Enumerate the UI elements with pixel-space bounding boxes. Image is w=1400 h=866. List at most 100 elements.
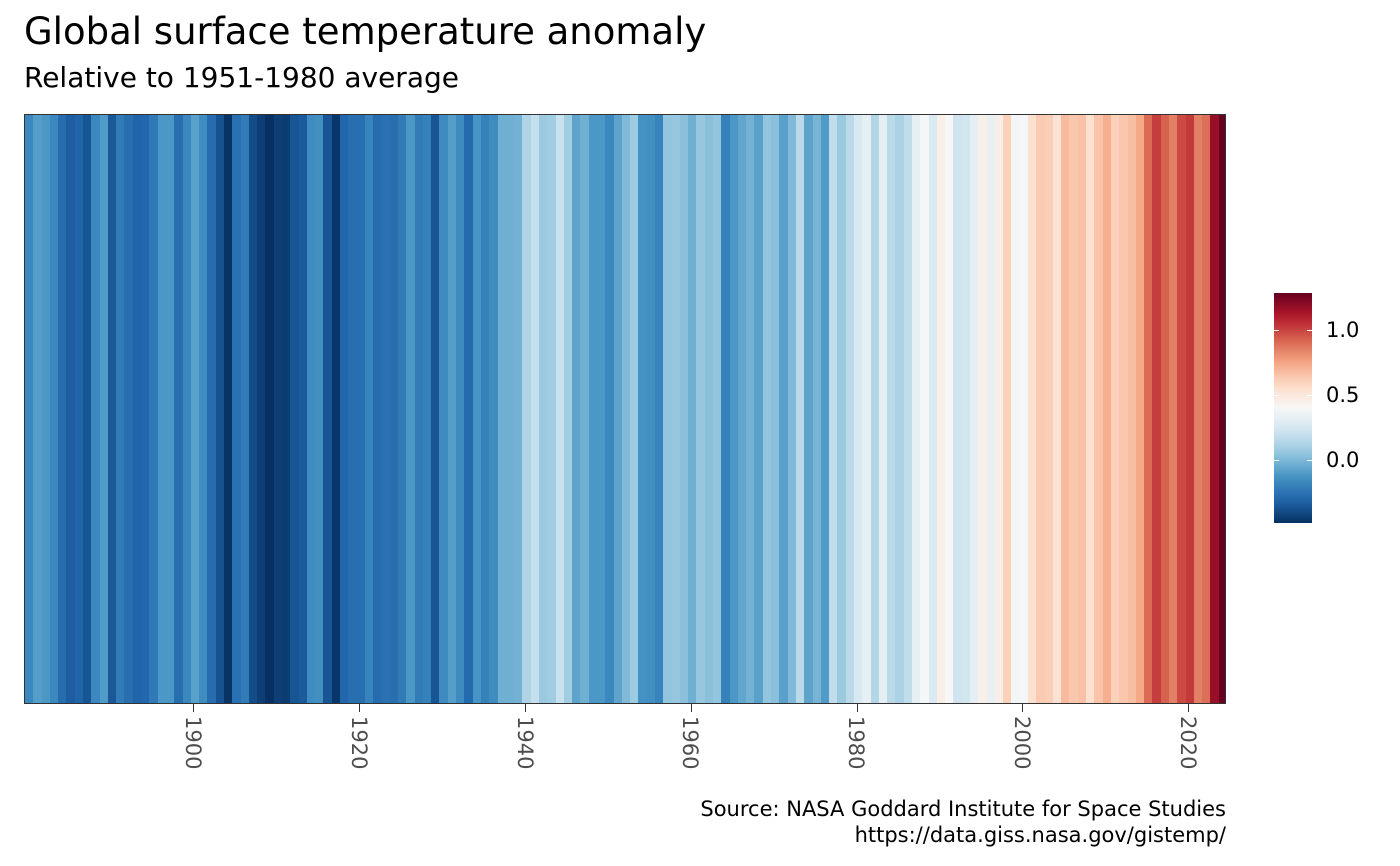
stripe-1981: [862, 115, 872, 703]
stripe-2019: [1177, 115, 1187, 703]
x-tick-label-2000: 2000: [1009, 716, 1034, 770]
stripe-1928: [422, 115, 432, 703]
stripe-2010: [1102, 115, 1112, 703]
stripe-1987: [911, 115, 921, 703]
stripe-1885: [66, 115, 76, 703]
stripe-1948: [588, 115, 598, 703]
stripe-1985: [895, 115, 905, 703]
stripe-1947: [580, 115, 590, 703]
stripe-1929: [431, 115, 441, 703]
stripe-1966: [737, 115, 747, 703]
stripe-1924: [389, 115, 399, 703]
stripe-2006: [1069, 115, 1079, 703]
stripe-1986: [903, 115, 913, 703]
x-tick-label-1980: 1980: [844, 716, 869, 770]
stripe-1918: [340, 115, 349, 703]
stripe-1989: [928, 115, 938, 703]
stripe-1954: [638, 115, 648, 703]
stripe-1900: [190, 115, 200, 703]
stripe-1957: [663, 115, 673, 703]
stripe-1958: [671, 115, 681, 703]
stripe-1894: [141, 115, 150, 703]
stripe-1914: [306, 115, 316, 703]
stripe-2004: [1052, 115, 1062, 703]
stripe-1983: [878, 115, 888, 703]
stripe-1909: [265, 115, 275, 703]
stripe-1892: [124, 115, 134, 703]
stripe-2009: [1094, 115, 1104, 703]
stripe-1946: [572, 115, 581, 703]
stripe-1977: [829, 115, 838, 703]
stripe-1904: [223, 115, 233, 703]
stripe-1997: [994, 115, 1004, 703]
x-tick-label-1920: 1920: [346, 716, 371, 770]
stripe-1893: [132, 115, 142, 703]
stripe-1903: [215, 115, 225, 703]
legend-tick-mark-r: [1307, 394, 1312, 396]
stripe-1938: [505, 115, 515, 703]
x-tick-label-1940: 1940: [512, 716, 537, 770]
stripe-1965: [729, 115, 739, 703]
stripe-1888: [91, 115, 101, 703]
stripe-1936: [489, 115, 499, 703]
stripe-1911: [281, 115, 291, 703]
stripe-1995: [978, 115, 988, 703]
stripes-plot-panel: [24, 114, 1226, 704]
x-tick-1960: [690, 704, 692, 712]
stripe-1978: [837, 115, 847, 703]
stripe-1993: [961, 115, 971, 703]
stripe-1996: [986, 115, 996, 703]
stripe-1883: [49, 115, 59, 703]
stripe-1967: [746, 115, 756, 703]
x-tick-1900: [193, 704, 195, 712]
stripe-1953: [630, 115, 640, 703]
x-tick-1980: [856, 704, 858, 712]
stripe-1882: [41, 115, 51, 703]
stripe-1919: [348, 115, 358, 703]
stripe-1982: [870, 115, 880, 703]
stripe-1971: [779, 115, 789, 703]
stripe-1886: [74, 115, 84, 703]
stripe-1955: [646, 115, 656, 703]
stripe-1934: [472, 115, 482, 703]
stripe-1998: [1003, 115, 1013, 703]
stripe-2016: [1152, 115, 1162, 703]
stripe-1931: [447, 115, 457, 703]
stripe-1944: [555, 115, 565, 703]
stripe-1889: [99, 115, 109, 703]
stripe-1899: [182, 115, 192, 703]
stripe-1990: [936, 115, 946, 703]
stripe-2000: [1019, 115, 1029, 703]
stripe-1916: [323, 115, 333, 703]
stripe-2022: [1202, 115, 1211, 703]
legend-tick-label: 0.5: [1326, 382, 1360, 407]
x-tick-label-2020: 2020: [1175, 716, 1200, 770]
stripe-1949: [596, 115, 606, 703]
stripe-1906: [240, 115, 250, 703]
stripe-1890: [107, 115, 117, 703]
stripe-1920: [356, 115, 366, 703]
stripe-1951: [613, 115, 623, 703]
chart-caption: Source: NASA Goddard Institute for Space…: [700, 796, 1226, 848]
stripe-1956: [655, 115, 664, 703]
x-tick-2000: [1022, 704, 1024, 712]
x-tick-2020: [1188, 704, 1190, 712]
stripe-1988: [920, 115, 930, 703]
stripe-1974: [804, 115, 814, 703]
x-tick-label-1900: 1900: [180, 716, 205, 770]
stripe-1905: [232, 115, 242, 703]
stripe-1950: [605, 115, 615, 703]
stripe-1880: [25, 115, 34, 703]
legend-tick-mark-r: [1307, 329, 1312, 331]
stripe-1963: [713, 115, 722, 703]
stripe-2023: [1210, 115, 1220, 703]
x-tick-1920: [359, 704, 361, 712]
stripe-1927: [414, 115, 424, 703]
x-tick-label-1960: 1960: [678, 716, 703, 770]
stripe-1891: [116, 115, 126, 703]
legend-tick-mark-l: [1274, 329, 1279, 331]
stripe-1943: [547, 115, 557, 703]
stripe-1935: [480, 115, 490, 703]
stripe-2013: [1127, 115, 1137, 703]
caption-source: Source: NASA Goddard Institute for Space…: [700, 797, 1226, 821]
